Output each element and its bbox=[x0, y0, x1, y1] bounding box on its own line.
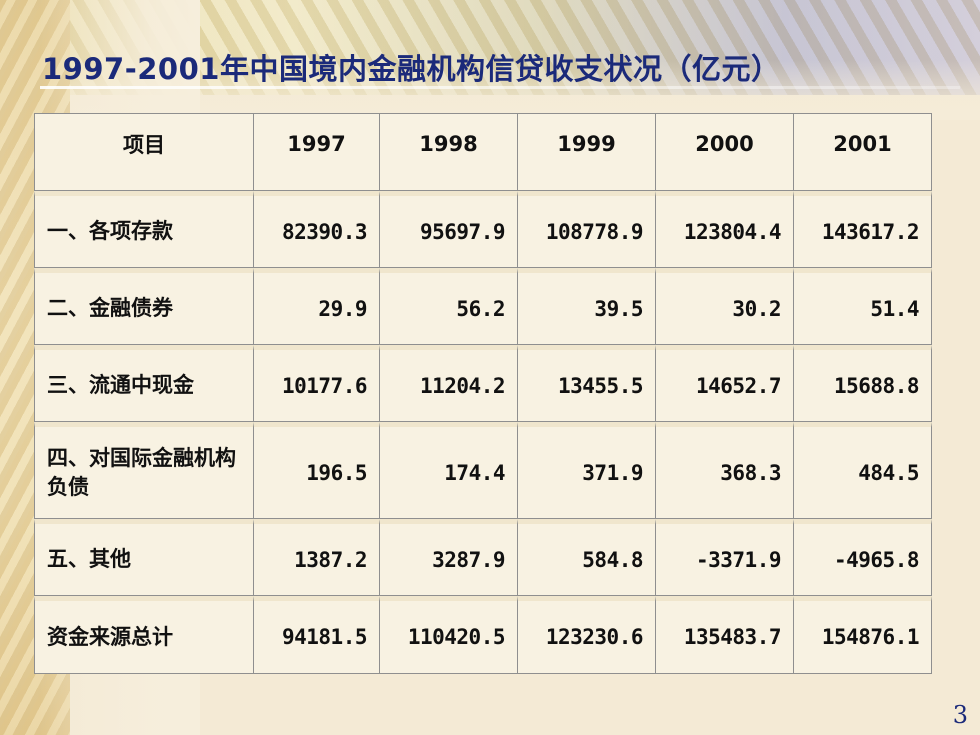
table-cell: 10177.6 bbox=[254, 345, 380, 422]
row-label: 资金来源总计 bbox=[34, 596, 254, 674]
credit-table: 项目 1997 1998 1999 2000 2001 一、各项存款 82390… bbox=[34, 113, 932, 674]
header-item: 项目 bbox=[34, 113, 254, 191]
header-year-2000: 2000 bbox=[656, 113, 794, 191]
table-cell: 82390.3 bbox=[254, 191, 380, 268]
table-cell: 108778.9 bbox=[518, 191, 656, 268]
table-row: 五、其他 1387.2 3287.9 584.8 -3371.9 -4965.8 bbox=[34, 519, 932, 596]
header-year-1997: 1997 bbox=[254, 113, 380, 191]
table-cell: 15688.8 bbox=[794, 345, 932, 422]
table-cell: 368.3 bbox=[656, 422, 794, 519]
table-cell: 39.5 bbox=[518, 268, 656, 345]
table-cell: 154876.1 bbox=[794, 596, 932, 674]
table-cell: 51.4 bbox=[794, 268, 932, 345]
table-cell: 584.8 bbox=[518, 519, 656, 596]
table-cell: 484.5 bbox=[794, 422, 932, 519]
row-label: 二、金融债券 bbox=[34, 268, 254, 345]
table-cell: 143617.2 bbox=[794, 191, 932, 268]
table-cell: 3287.9 bbox=[380, 519, 518, 596]
page-number: 3 bbox=[952, 701, 968, 729]
table-cell: 94181.5 bbox=[254, 596, 380, 674]
table-cell: 11204.2 bbox=[380, 345, 518, 422]
row-label: 一、各项存款 bbox=[34, 191, 254, 268]
table-header-row: 项目 1997 1998 1999 2000 2001 bbox=[34, 113, 932, 191]
table-cell: -4965.8 bbox=[794, 519, 932, 596]
row-label: 四、对国际金融机构负债 bbox=[34, 422, 254, 519]
row-label: 五、其他 bbox=[34, 519, 254, 596]
title-underline bbox=[40, 86, 960, 89]
table-cell: 123230.6 bbox=[518, 596, 656, 674]
row-label: 三、流通中现金 bbox=[34, 345, 254, 422]
table-cell: 110420.5 bbox=[380, 596, 518, 674]
table-cell: 196.5 bbox=[254, 422, 380, 519]
header-year-2001: 2001 bbox=[794, 113, 932, 191]
table-row-total: 资金来源总计 94181.5 110420.5 123230.6 135483.… bbox=[34, 596, 932, 674]
table-cell: 1387.2 bbox=[254, 519, 380, 596]
table-cell: 14652.7 bbox=[656, 345, 794, 422]
slide-title: 1997-2001年中国境内金融机构信贷收支状况（亿元） bbox=[42, 52, 781, 86]
table-row: 二、金融债券 29.9 56.2 39.5 30.2 51.4 bbox=[34, 268, 932, 345]
header-year-1999: 1999 bbox=[518, 113, 656, 191]
table-cell: 29.9 bbox=[254, 268, 380, 345]
table-cell: 135483.7 bbox=[656, 596, 794, 674]
table-cell: 56.2 bbox=[380, 268, 518, 345]
table-cell: 30.2 bbox=[656, 268, 794, 345]
table-cell: 95697.9 bbox=[380, 191, 518, 268]
table-row: 一、各项存款 82390.3 95697.9 108778.9 123804.4… bbox=[34, 191, 932, 268]
table-row: 四、对国际金融机构负债 196.5 174.4 371.9 368.3 484.… bbox=[34, 422, 932, 519]
table-cell: 13455.5 bbox=[518, 345, 656, 422]
table-cell: -3371.9 bbox=[656, 519, 794, 596]
header-year-1998: 1998 bbox=[380, 113, 518, 191]
table-cell: 371.9 bbox=[518, 422, 656, 519]
table-cell: 123804.4 bbox=[656, 191, 794, 268]
table-row: 三、流通中现金 10177.6 11204.2 13455.5 14652.7 … bbox=[34, 345, 932, 422]
table-cell: 174.4 bbox=[380, 422, 518, 519]
